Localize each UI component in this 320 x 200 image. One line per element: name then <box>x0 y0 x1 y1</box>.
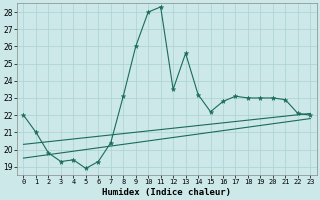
X-axis label: Humidex (Indice chaleur): Humidex (Indice chaleur) <box>102 188 231 197</box>
